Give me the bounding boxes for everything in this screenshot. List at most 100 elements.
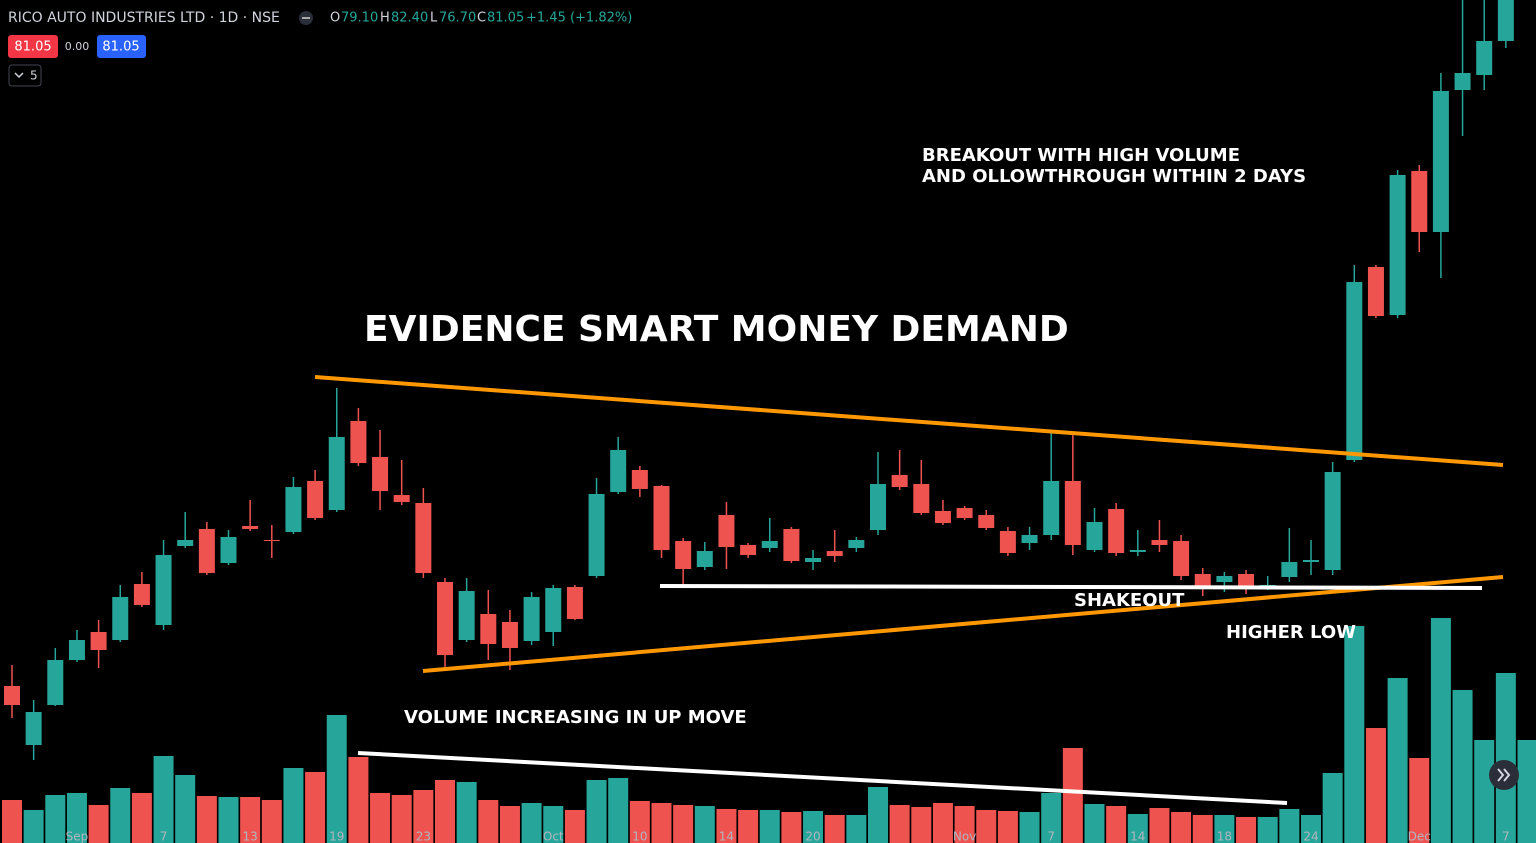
candle-body (133, 584, 150, 605)
volume-bar (478, 800, 499, 843)
volume-bar (175, 775, 196, 843)
volume-bar (521, 803, 542, 843)
candle-body (47, 660, 64, 705)
volume-bar (1171, 812, 1192, 843)
volume-bar (240, 797, 261, 843)
candle-body (978, 515, 995, 528)
volume-bar (651, 803, 672, 843)
candle-body (588, 494, 605, 576)
volume-bar (954, 806, 975, 843)
ohlc-value: 81.05 (487, 11, 524, 26)
volume-bar (1344, 626, 1365, 843)
x-tick-label: Oct (543, 830, 564, 843)
x-tick-label: 14 (1130, 830, 1145, 843)
candle-body (1497, 0, 1514, 41)
volume-bar (499, 806, 520, 843)
volume-bar (1106, 806, 1127, 843)
candle-body (740, 545, 757, 555)
symbol: RICO AUTO INDUSTRIES LTD · 1D · NSE (8, 10, 280, 26)
volume-bar (1452, 690, 1473, 843)
volume-bar (131, 793, 152, 843)
buy-price[interactable]: 81.05 (102, 40, 139, 55)
volume-bar (976, 810, 997, 843)
volume-bar (283, 768, 304, 843)
volume-bar (911, 807, 932, 843)
status-dash (302, 17, 310, 19)
volume-bar (153, 756, 174, 843)
candle-body (848, 540, 865, 548)
indicator-count: 5 (30, 69, 38, 83)
volume-bar (564, 810, 585, 843)
x-tick-label: 7 (1047, 830, 1055, 843)
volume-bar (759, 810, 780, 843)
volume-bar (1192, 815, 1213, 843)
annotation: VOLUME INCREASING IN UP MOVE (404, 707, 747, 728)
volume-bar (868, 787, 888, 843)
candle-body (1324, 472, 1341, 570)
candle-body (328, 437, 345, 510)
candle-body (155, 555, 172, 625)
candle-body (1411, 171, 1428, 232)
volume-bar (932, 803, 953, 843)
candle-body (826, 551, 843, 556)
candle-body (870, 484, 886, 530)
candle-body (1086, 522, 1103, 550)
ohlc-value: 76.70 (439, 11, 476, 26)
sell-price[interactable]: 81.05 (14, 40, 51, 55)
volume-bar (218, 797, 239, 843)
volume-bar (196, 796, 217, 843)
indicators-toggle[interactable] (8, 64, 42, 87)
volume-bar (1127, 814, 1148, 843)
volume-bar (846, 815, 867, 843)
volume-bar (305, 772, 326, 843)
volume-bar (1365, 728, 1386, 843)
candle-body (1432, 91, 1449, 232)
lower-trendline (422, 575, 1504, 673)
annotation: AND OLLOWTHROUGH WITHIN 2 DAYS (922, 166, 1306, 187)
volume-bar (370, 793, 391, 843)
candle-body (1108, 509, 1125, 553)
volume-trendline (357, 751, 1288, 805)
annotation-title: EVIDENCE SMART MONEY DEMAND (364, 309, 1069, 350)
volume-bar (629, 801, 650, 843)
volume-bar (608, 778, 629, 843)
volume-bar (543, 806, 564, 843)
ohlc-key: H (380, 11, 390, 26)
candle-body (480, 614, 497, 644)
volume-bar (781, 812, 802, 843)
volume-bar (110, 788, 131, 843)
candle-body (934, 511, 951, 523)
volume-bar (326, 715, 347, 843)
sell-button[interactable] (8, 35, 58, 58)
candle-body (523, 597, 540, 641)
volume-bar (413, 790, 434, 843)
candle-body (372, 457, 389, 491)
change: +1.45 (+1.82%) (526, 11, 632, 26)
x-axis: Sep 7 13 19 23 Oct 10 14 20 Nov 7 14 18 24 Dec 7 (66, 830, 1510, 843)
buy-button[interactable] (97, 35, 146, 58)
volume-bar (824, 815, 845, 843)
candle-body (956, 508, 973, 518)
candle-body (1064, 481, 1081, 545)
volume-bar (1084, 804, 1105, 843)
x-tick-label: 20 (805, 830, 820, 843)
candle-body (458, 591, 475, 640)
volume-bar (1301, 815, 1321, 843)
support-line (659, 584, 1483, 590)
x-tick-label: Sep (66, 830, 89, 843)
candle-body (783, 529, 800, 561)
volume-bar (1474, 740, 1495, 843)
candle-body (1216, 576, 1233, 582)
candle-body (415, 503, 432, 573)
volume-bar (456, 782, 477, 843)
candle-body (285, 487, 302, 532)
volume-bar (2, 800, 22, 843)
volume-bar (1214, 815, 1235, 843)
volume-bar (45, 795, 66, 843)
candle-body (4, 686, 20, 705)
annotation: SHAKEOUT (1074, 590, 1185, 611)
ohlc-key: O (330, 11, 340, 26)
candle-body (112, 597, 129, 640)
candle-body (1389, 175, 1406, 315)
